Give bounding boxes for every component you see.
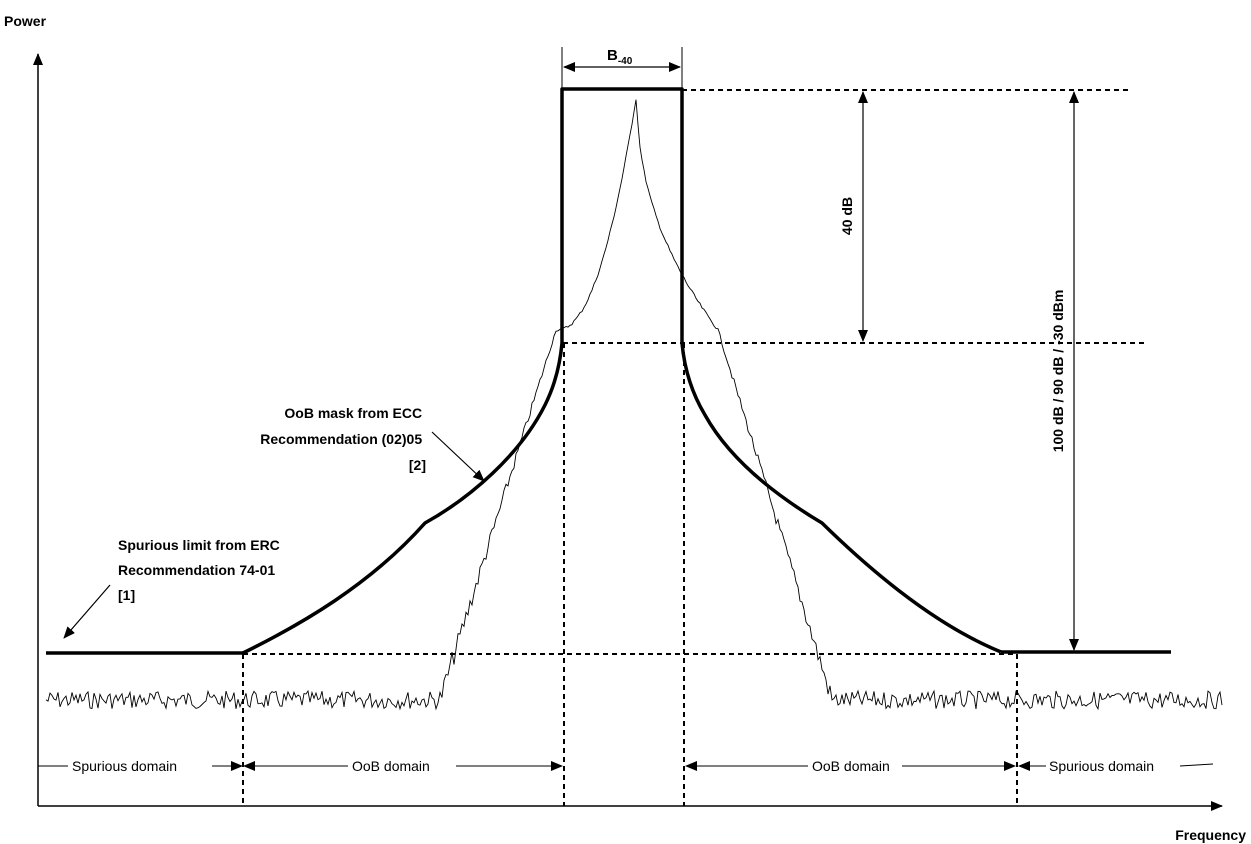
left-oob-label: OoB domain <box>352 758 430 774</box>
inner-db-label: 40 dB <box>839 197 855 235</box>
x-axis-label: Frequency <box>1175 827 1246 843</box>
spurious-limit-pointer <box>63 584 111 639</box>
outer-db-label: 100 dB / 90 dB / -30 dBm <box>1050 290 1066 453</box>
y-axis-label: Power <box>4 13 47 29</box>
right-oob-label: OoB domain <box>812 758 890 774</box>
right-spurious-line-b <box>1179 763 1214 767</box>
right-spurious-label: Spurious domain <box>1049 758 1154 774</box>
oob-mask-curve <box>242 87 1002 655</box>
left-spurious-label: Spurious domain <box>72 758 177 774</box>
oob-mask-annotation: OoB mask from ECC Recommendation (02)05 … <box>260 405 426 473</box>
bandwidth-label: B-40 <box>607 47 633 67</box>
spurious-limit-annotation: Spurious limit from ERC Recommendation 7… <box>118 537 284 603</box>
dashed-reference-lines <box>242 89 1145 806</box>
oob-mask-pointer <box>431 431 485 482</box>
measured-spectrum-curve <box>45 99 1223 711</box>
